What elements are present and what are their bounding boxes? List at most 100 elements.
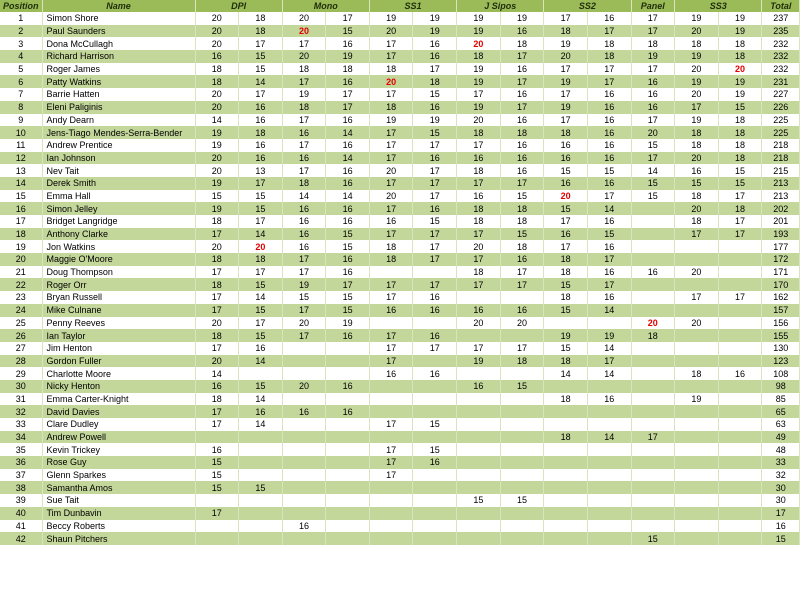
score (587, 418, 632, 431)
score (718, 456, 763, 469)
score: 18 (282, 62, 327, 76)
score: 18 (195, 75, 240, 89)
score (718, 443, 763, 457)
name: Penny Reeves (42, 316, 196, 330)
score: 18 (369, 253, 414, 266)
score: 16 (500, 113, 545, 127)
score: 15 (500, 379, 545, 393)
position: 15 (0, 189, 43, 203)
score (674, 418, 719, 431)
score: 14 (238, 418, 283, 431)
score (587, 468, 632, 482)
score: 17 (195, 227, 240, 241)
row: 38 Samantha Amos 15 15 30 (0, 481, 800, 495)
score: 18 (674, 215, 719, 228)
position: 3 (0, 37, 43, 51)
row: 33 Clare Dudley 17 14 17 15 63 (0, 418, 800, 431)
score: 17 (412, 253, 458, 266)
score: 15 (238, 379, 283, 393)
score: 17 (631, 113, 676, 127)
row: 4 Richard Harrison 16 15 20 19 17 16 18 17 20 18 19 1… (0, 50, 800, 63)
position: 27 (0, 341, 43, 355)
score: 17 (325, 100, 370, 114)
score: 14 (325, 189, 370, 203)
score: 16 (369, 215, 414, 228)
score (631, 468, 676, 482)
total: 232 (761, 50, 800, 63)
score: 16 (325, 253, 370, 266)
score: 19 (412, 113, 458, 127)
score (631, 418, 676, 431)
score: 15 (195, 456, 240, 469)
name: Barrie Hatten (42, 88, 196, 101)
score: 16 (631, 88, 676, 101)
score: 17 (718, 291, 763, 304)
total: 108 (761, 367, 800, 380)
score: 19 (674, 75, 719, 89)
score (718, 430, 763, 444)
score (543, 519, 588, 533)
score: 19 (674, 50, 719, 63)
score: 16 (412, 37, 458, 51)
score: 18 (412, 75, 458, 89)
score (412, 468, 458, 482)
score (238, 468, 283, 482)
score: 16 (238, 341, 283, 355)
name: Nev Tait (42, 164, 196, 177)
score (718, 494, 763, 507)
score: 15 (238, 329, 283, 342)
score: 15 (238, 189, 283, 203)
score: 17 (674, 227, 719, 241)
position: 41 (0, 519, 43, 533)
score: 16 (325, 164, 370, 177)
score (369, 265, 414, 279)
score: 16 (587, 176, 632, 190)
table-body: 1 Simon Shore 20 18 20 17 19 19 19 19 17 16 17 19 19 23… (0, 12, 800, 545)
score: 18 (718, 126, 763, 139)
name: Andrew Powell (42, 430, 196, 444)
score (500, 430, 545, 444)
score: 16 (587, 240, 632, 254)
score: 20 (195, 151, 240, 165)
total: 218 (761, 138, 800, 152)
row: 31 Emma Carter-Knight 18 14 18 16 19 85 (0, 392, 800, 406)
score: 17 (325, 12, 370, 25)
row: 36 Rose Guy 15 17 16 33 (0, 456, 800, 469)
total: 232 (761, 37, 800, 51)
score: 16 (500, 138, 545, 152)
score: 17 (456, 278, 501, 292)
score (631, 443, 676, 457)
position: 17 (0, 215, 43, 228)
score (631, 405, 676, 418)
score: 15 (412, 418, 458, 431)
total: 48 (761, 443, 800, 457)
score: 16 (412, 50, 458, 63)
score (718, 253, 763, 266)
score: 16 (587, 392, 632, 406)
name: Nicky Henton (42, 379, 196, 393)
score (631, 456, 676, 469)
score: 16 (412, 367, 458, 380)
score: 19 (325, 50, 370, 63)
score: 17 (195, 303, 240, 317)
score: 18 (587, 50, 632, 63)
score: 18 (238, 12, 283, 25)
position: 5 (0, 62, 43, 76)
score: 17 (369, 456, 414, 469)
score (456, 430, 501, 444)
score: 16 (412, 151, 458, 165)
score: 15 (195, 481, 240, 495)
score: 17 (500, 100, 545, 114)
position: 20 (0, 253, 43, 266)
score: 20 (282, 12, 327, 25)
score: 20 (674, 88, 719, 101)
total: 85 (761, 392, 800, 406)
name: Doug Thompson (42, 265, 196, 279)
score: 16 (412, 100, 458, 114)
score: 19 (282, 88, 327, 101)
score: 14 (238, 291, 283, 304)
score (282, 392, 327, 406)
score (325, 418, 370, 431)
total: 130 (761, 341, 800, 355)
total: 123 (761, 354, 800, 368)
